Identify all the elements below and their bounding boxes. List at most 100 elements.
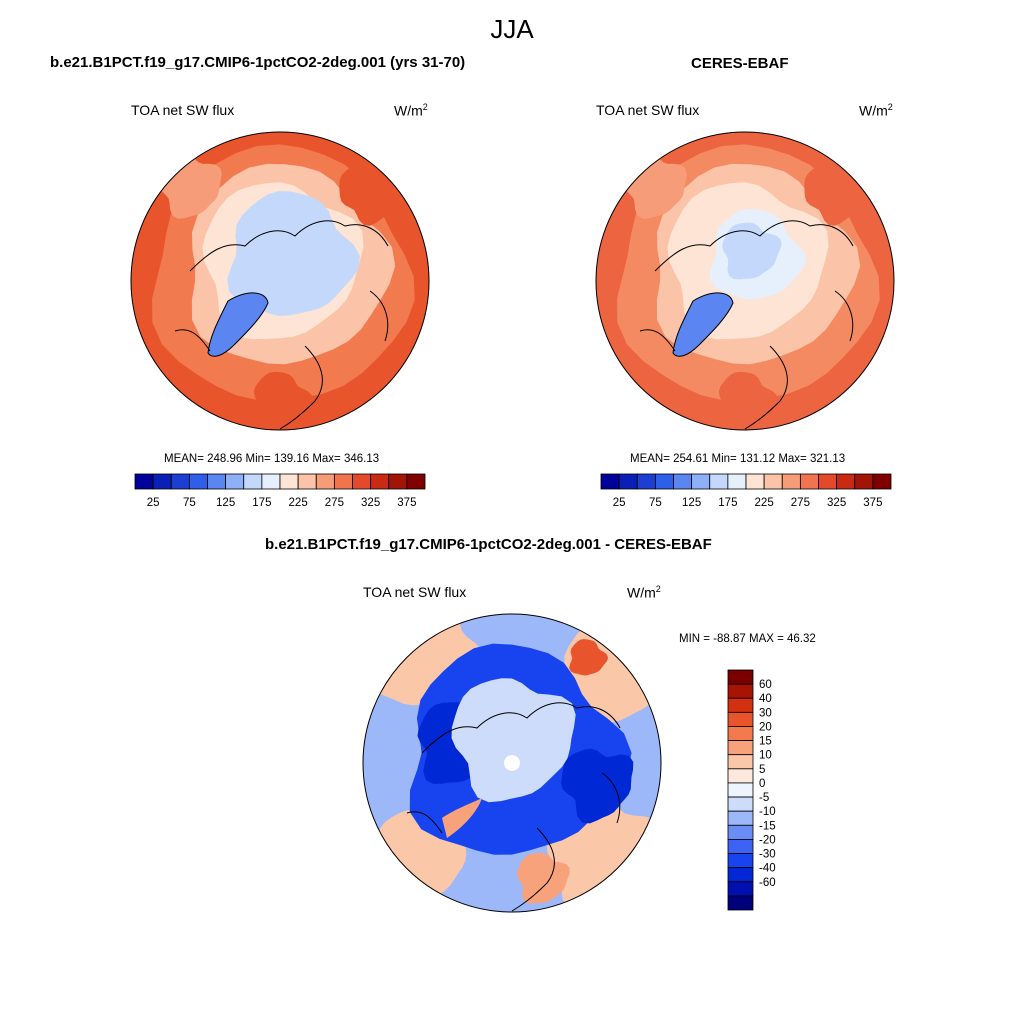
colorbar-tick-label: 325: [827, 497, 846, 509]
colorbar-box: [745, 473, 765, 490]
diff-units-label: W/m2: [627, 584, 661, 601]
colorbar-tick-label: 25: [147, 497, 160, 509]
obs-panel-title: CERES-EBAF: [691, 55, 789, 72]
colorbar-box: [370, 473, 390, 490]
colorbar-tick-label: 225: [755, 497, 774, 509]
hot-spot: [569, 639, 609, 676]
colorbar-box: [225, 473, 245, 490]
model-stats: MEAN= 248.96 Min= 139.16 Max= 346.13: [164, 453, 380, 465]
colorbar-tick-label: 275: [791, 497, 810, 509]
colorbar-tick-label: 275: [325, 497, 344, 509]
coastline: [174, 220, 389, 430]
field-patch: [339, 162, 400, 226]
colorbar-box: [727, 726, 754, 741]
colorbar-box: [673, 473, 693, 490]
coastline: [639, 220, 854, 430]
colorbar-box: [727, 796, 754, 812]
colorbar-box: [315, 473, 335, 490]
colorbar-box: [727, 768, 754, 784]
diff-colorbar: 60 40 30 20 15 10 5 0 -5 -10 -15 -20 -30 -40 -60: [727, 669, 776, 911]
colorbar-tick-label: 15: [759, 736, 772, 748]
colorbar-box: [727, 867, 754, 883]
map-border: [130, 131, 430, 431]
model-polar-map: [130, 131, 430, 431]
colorbar-box: [152, 473, 172, 490]
colorbar-box: [727, 473, 747, 490]
greenland: [208, 292, 268, 357]
pole-hole: [504, 755, 520, 771]
colorbar-box: [872, 473, 892, 490]
colorbar-tick-label: -15: [759, 820, 776, 832]
obs-polar-map: [595, 131, 895, 431]
obs-stats: MEAN= 254.61 Min= 131.12 Max= 321.13: [630, 453, 846, 465]
colorbar-tick-label: 325: [361, 497, 380, 509]
colorbar-box: [781, 473, 801, 490]
colorbar-tick-label: 125: [682, 497, 701, 509]
colorbar-tick-label: 375: [397, 497, 416, 509]
colorbar-box: [799, 473, 819, 490]
field-patch: [718, 371, 778, 429]
colorbar-box: [727, 782, 754, 798]
colorbar-tick-label: 0: [759, 778, 765, 790]
colorbar-box: [727, 810, 754, 826]
colorbar-tick-label: 5: [759, 764, 765, 776]
colorbar-box: [818, 473, 838, 490]
map-border: [595, 131, 895, 431]
colorbar-box: [654, 473, 674, 490]
colorbar-tick-label: -40: [759, 863, 776, 875]
colorbar-box: [727, 711, 754, 727]
colorbar-tick-label: 30: [759, 707, 772, 719]
colorbar-box: [600, 473, 620, 490]
diff-panel-title: b.e21.B1PCT.f19_g17.CMIP6-1pctCO2-2deg.0…: [265, 536, 712, 553]
map-border: [362, 613, 662, 913]
arctic-ice: [227, 191, 360, 316]
figure-title: JJA: [490, 14, 534, 44]
colorbar-box: [279, 473, 299, 490]
colorbar-box: [406, 473, 426, 490]
colorbar-box: [727, 881, 754, 897]
greenland-warm: [442, 798, 482, 838]
colorbar-box: [134, 473, 154, 490]
colorbar-box: [297, 473, 317, 490]
colorbar-tick-label: -5: [759, 792, 769, 804]
colorbar-box: [727, 895, 754, 911]
colorbar-box: [388, 473, 408, 490]
colorbar-box: [727, 754, 754, 770]
colorbar-tick-label: 25: [613, 497, 626, 509]
colorbar-box: [170, 473, 190, 490]
diff-stats: MIN = -88.87 MAX = 46.32: [679, 633, 816, 645]
colorbar-box: [854, 473, 874, 490]
obs-variable-label: TOA net SW flux: [596, 102, 700, 118]
colorbar-tick-label: 375: [863, 497, 882, 509]
model-units-label: W/m2: [394, 102, 428, 119]
colorbar-tick-label: -20: [759, 834, 776, 846]
colorbar-tick-label: -30: [759, 849, 776, 861]
colorbar-tick-label: 75: [183, 497, 196, 509]
colorbar-box: [261, 473, 281, 490]
model-variable-label: TOA net SW flux: [131, 102, 235, 118]
colorbar-tick-label: -10: [759, 806, 776, 818]
colorbar-box: [636, 473, 656, 490]
model-colorbar: 25 75 125 175 225 275 325 375: [134, 473, 426, 509]
arctic-weak-region: [451, 678, 576, 803]
colorbar-tick-label: 20: [759, 721, 772, 733]
colorbar-box: [691, 473, 711, 490]
obs-colorbar: 25 75 125 175 225 275 325 375: [600, 473, 892, 509]
diff-variable-label: TOA net SW flux: [363, 584, 467, 600]
field-patch: [253, 371, 313, 429]
colorbar-box: [333, 473, 353, 490]
model-panel-title: b.e21.B1PCT.f19_g17.CMIP6-1pctCO2-2deg.0…: [50, 54, 466, 71]
obs-units-label: W/m2: [859, 102, 893, 119]
greenland-coastline: [207, 292, 269, 357]
colorbar-box: [727, 683, 754, 699]
colorbar-tick-label: 125: [216, 497, 235, 509]
colorbar-box: [207, 473, 227, 490]
colorbar-tick-label: 175: [718, 497, 737, 509]
colorbar-tick-label: 40: [759, 693, 772, 705]
field-patch: [804, 162, 865, 226]
coastline: [406, 702, 621, 912]
colorbar-tick-label: 60: [759, 679, 772, 691]
colorbar-box: [727, 839, 754, 854]
colorbar-box: [243, 473, 263, 490]
colorbar-tick-label: 75: [649, 497, 662, 509]
